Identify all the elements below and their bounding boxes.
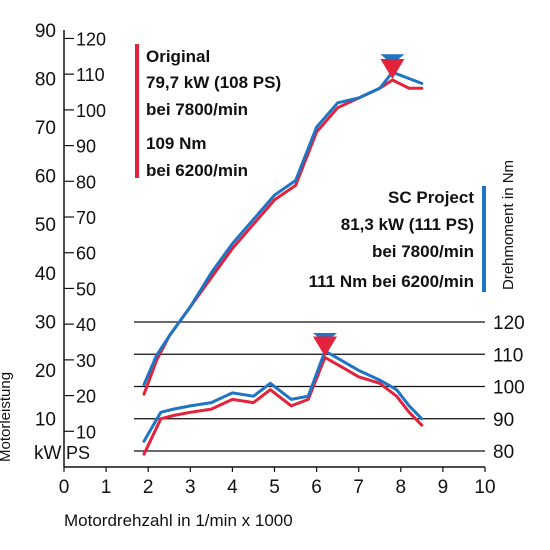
y-kw-tick-40: 40 xyxy=(35,264,56,285)
y-kw-tick-30: 30 xyxy=(35,312,56,333)
legend-sc-project-name: SC Project xyxy=(388,188,474,207)
peak-marker-original-power-peak xyxy=(380,59,405,79)
y-ps-tick-110: 110 xyxy=(76,65,105,85)
y-kw-tick-80: 80 xyxy=(35,70,56,91)
x-tick-5: 5 xyxy=(269,477,280,498)
y-ps-tick-90: 90 xyxy=(76,137,96,157)
peak-markers xyxy=(313,54,405,357)
y-kw-tick-10: 10 xyxy=(35,409,56,430)
x-tick-1: 1 xyxy=(101,477,112,498)
legend-original-line3: 109 Nm xyxy=(146,134,206,153)
y-kw-tick-20: 20 xyxy=(35,361,56,382)
x-tick-2: 2 xyxy=(143,477,154,498)
peak-marker-original-torque-peak xyxy=(313,336,337,357)
y-ps-tick-80: 80 xyxy=(76,172,96,192)
x-tick-10: 10 xyxy=(474,477,495,498)
y-right-tick-120: 120 xyxy=(493,313,525,334)
grid-lines xyxy=(134,321,485,452)
y-ps-tick-50: 50 xyxy=(76,279,96,299)
y-ps-tick-20: 20 xyxy=(76,387,96,407)
y-right-tick-80: 80 xyxy=(493,442,514,463)
y-kw-tick-50: 50 xyxy=(35,215,56,236)
x-tick-3: 3 xyxy=(185,477,196,498)
y-kw-tick-70: 70 xyxy=(35,118,56,139)
legend-sc-project-swatch xyxy=(482,186,486,292)
y-right-tick-90: 90 xyxy=(493,410,514,431)
legend-sc-project-line1: 81,3 kW (111 PS) xyxy=(341,215,474,234)
legend-original-swatch xyxy=(135,44,139,178)
y-ps-tick-60: 60 xyxy=(76,244,96,264)
legend-original-line2: bei 7800/min xyxy=(146,100,248,119)
legend-original-line1: 79,7 kW (108 PS) xyxy=(146,73,281,92)
y-ps-tick-100: 100 xyxy=(76,101,106,121)
x-axis-title: Motordrehzahl in 1/min x 1000 xyxy=(64,511,293,530)
x-tick-9: 9 xyxy=(438,477,449,498)
tick-labels: 80 90 100 110 120 0 1 2 3 4 5 6 7 8 9 10 10 20 30 40 50 60 70 8… xyxy=(35,21,525,498)
y-kw-tick-90: 90 xyxy=(35,21,56,42)
y-ps-tick-70: 70 xyxy=(76,208,96,228)
y-right-tick-100: 100 xyxy=(493,378,525,399)
legend-original: Original 79,7 kW (108 PS) bei 7800/min 1… xyxy=(135,44,281,180)
y-kw-tick-60: 60 xyxy=(35,167,56,188)
x-tick-4: 4 xyxy=(227,477,238,498)
x-tick-0: 0 xyxy=(59,477,70,498)
series-original-torque xyxy=(142,356,424,456)
x-tick-6: 6 xyxy=(311,477,322,498)
y-ps-tick-30: 30 xyxy=(76,351,96,371)
y-axis-right-title: Drehmoment in Nm xyxy=(500,160,517,290)
y-right-tick-110: 110 xyxy=(493,345,523,366)
y-axis-left-title: Motorleistung xyxy=(0,372,14,462)
y-ps-tick-10: 10 xyxy=(76,422,96,442)
y-ps-tick-120: 120 xyxy=(76,29,106,49)
legend-sc-project: SC Project 81,3 kW (111 PS) bei 7800/min… xyxy=(309,186,486,292)
y-ps-tick-40: 40 xyxy=(76,315,96,335)
unit-kw-label: kW xyxy=(34,443,62,464)
legend-original-line4: bei 6200/min xyxy=(146,161,248,180)
legend-original-name: Original xyxy=(146,47,210,66)
series-sc-project-power xyxy=(142,70,424,386)
x-tick-8: 8 xyxy=(396,477,407,498)
x-tick-7: 7 xyxy=(353,477,364,498)
unit-ps-label: PS xyxy=(66,443,90,463)
legend-sc-project-line3: 111 Nm bei 6200/min xyxy=(309,272,474,291)
series-lines xyxy=(142,70,424,456)
series-sc-project-torque xyxy=(142,349,424,443)
legend-sc-project-line2: bei 7800/min xyxy=(372,242,474,261)
axes xyxy=(63,30,486,472)
